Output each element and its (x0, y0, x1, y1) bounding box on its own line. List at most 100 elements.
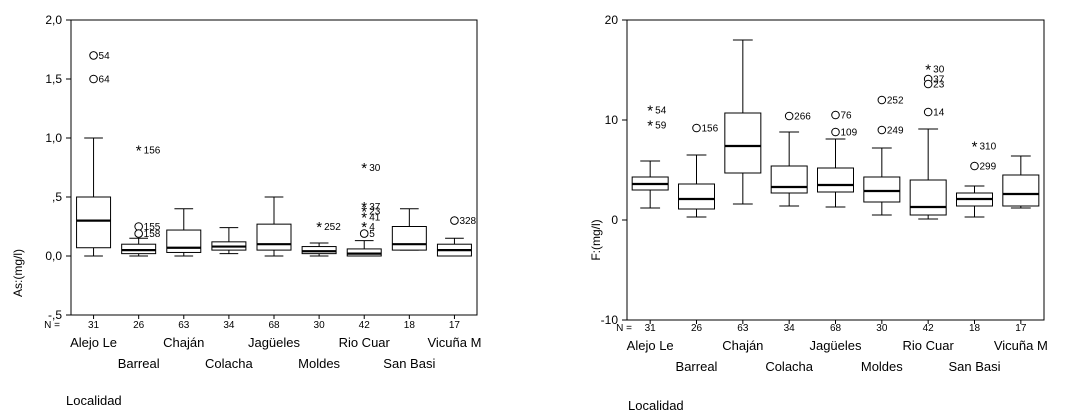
box-san-basi (956, 185, 993, 218)
box-iqr (166, 229, 202, 253)
outlier-asterisk: * (361, 204, 367, 221)
category-label-moldes: Moldes (298, 356, 340, 371)
n-count: 42 (923, 323, 935, 334)
outlier-label: 23 (369, 207, 381, 218)
outlier-label: 54 (99, 51, 111, 62)
outlier-asterisk: * (361, 199, 367, 216)
box-iqr (346, 248, 382, 257)
n-count: 63 (178, 320, 190, 331)
outlier-asterisk: * (647, 103, 653, 120)
outlier-circle (450, 216, 459, 225)
outlier-circle (877, 95, 887, 105)
y-tick-label: -,5 (48, 308, 62, 322)
outlier-asterisk: * (972, 139, 978, 156)
outlier-label: 299 (980, 162, 997, 173)
outlier-label: 30 (933, 65, 945, 76)
y-axis-title-f: F:(mg/l) (589, 219, 603, 260)
outlier-label: 4 (369, 222, 375, 233)
box-colacha (211, 227, 247, 255)
box-iqr (909, 179, 947, 216)
outlier-label: 310 (980, 142, 997, 153)
y-axis-title-as: As:(mg/l) (11, 249, 25, 297)
n-count: 26 (133, 320, 145, 331)
category-label-san-basi: San Basi (383, 356, 435, 371)
n-count: 18 (969, 323, 981, 334)
n-count: 34 (784, 323, 796, 334)
y-tick-label: 20 (605, 13, 619, 27)
outlier-label: 249 (887, 126, 904, 137)
n-count: 18 (404, 320, 416, 331)
n-count: 42 (359, 320, 371, 331)
box-iqr (391, 226, 427, 251)
outlier-label: 5 (369, 229, 375, 240)
n-count: 68 (268, 320, 280, 331)
box-alejo-le (631, 160, 669, 209)
box-iqr (817, 167, 854, 193)
category-label-alejo-le: Alejo Le (627, 338, 674, 353)
x-axis-title-f: Localidad (628, 398, 684, 413)
box-barreal (678, 154, 715, 218)
n-count: 30 (876, 323, 888, 334)
outlier-circle (784, 111, 794, 121)
y-tick-label: 0 (611, 213, 618, 227)
box-vicuna-m (1002, 155, 1040, 209)
outlier-circle (923, 79, 933, 89)
y-axis-ticks-f: -10 0 10 20 (601, 13, 627, 327)
category-label-vicuna-m: Vicuña M (994, 338, 1048, 353)
outlier-circle (970, 161, 979, 171)
box-iqr (121, 243, 157, 255)
category-label-rio-cuar: Rio Cuar (903, 338, 955, 353)
n-count: 63 (737, 323, 749, 334)
outlier-asterisk: * (361, 219, 367, 236)
n-count: 31 (645, 323, 657, 334)
category-label-moldes: Moldes (861, 359, 903, 374)
outlier-circle (89, 51, 98, 60)
outlier-asterisk: * (361, 210, 367, 227)
outlier-asterisk: * (136, 142, 142, 159)
outlier-circle (877, 125, 887, 135)
box-moldes (863, 147, 901, 216)
n-count: 68 (830, 323, 842, 334)
outlier-label: 266 (794, 112, 811, 123)
box-iqr (1002, 174, 1040, 207)
y-tick-label: 1,0 (45, 131, 62, 145)
outlier-circle (89, 74, 98, 84)
category-label-rio-cuar: Rio Cuar (339, 335, 391, 350)
y-tick-label: -10 (601, 313, 619, 327)
outlier-label: 76 (841, 111, 853, 122)
n-count: 17 (1015, 323, 1027, 334)
outlier-circle (923, 107, 933, 117)
y-tick-label: ,5 (52, 190, 62, 204)
outlier-label: 37 (369, 202, 381, 213)
outlier-label: 23 (933, 80, 945, 91)
x-axis-labels-as: 31 Alejo Le 26 Barreal 63 Chaján 34 Colacha 68 Ja… (70, 315, 481, 371)
outlier-label: 54 (655, 106, 667, 117)
box-vicuna-m (436, 237, 472, 257)
n-label-as: N = (44, 320, 60, 331)
category-label-vicuna-m: Vicuña M (427, 335, 481, 350)
box-alejo-le (76, 137, 112, 257)
box-iqr (301, 246, 337, 255)
category-label-jagueles: Jagüeles (809, 338, 862, 353)
outlier-label: 156 (702, 124, 719, 135)
outlier-label: 14 (933, 108, 945, 119)
n-count: 30 (314, 320, 326, 331)
outlier-label: 155 (144, 222, 161, 233)
outlier-label: 328 (459, 216, 476, 227)
outlier-label: 156 (144, 145, 161, 156)
y-tick-label: 0,0 (45, 249, 62, 263)
plot-frame-as (70, 19, 478, 316)
outlier-circle (359, 229, 369, 238)
y-tick-label: 2,0 (45, 13, 62, 27)
box-jagueles (256, 196, 292, 257)
category-label-chajan: Chaján (163, 335, 204, 350)
x-axis-title-as: Localidad (66, 393, 122, 408)
box-colacha (770, 131, 808, 207)
box-iqr (724, 112, 762, 174)
outlier-asterisk: * (361, 160, 367, 177)
category-label-jagueles: Jagüeles (248, 335, 301, 350)
box-chajan (724, 39, 762, 205)
